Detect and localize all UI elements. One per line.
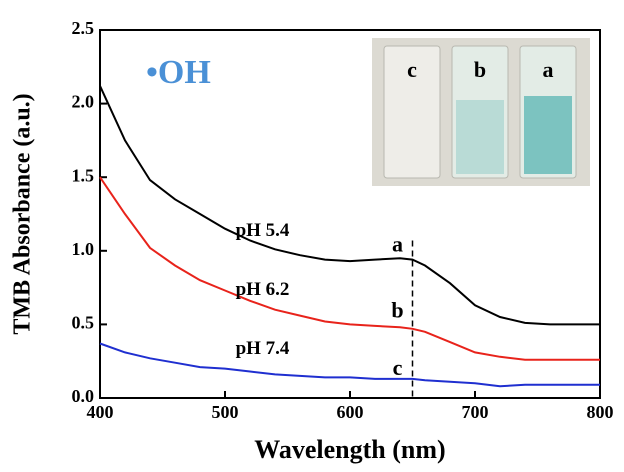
inset-label: c	[407, 57, 417, 82]
series-label: pH 5.4	[236, 220, 290, 241]
line	[99, 85, 600, 326]
inset-photo	[372, 38, 590, 186]
x-tick-label: 700	[462, 402, 489, 422]
y-tick-label: 1.5	[72, 165, 95, 185]
y-tick-label: 2.5	[72, 18, 95, 38]
inset-label: a	[543, 57, 554, 82]
line	[99, 342, 600, 388]
x-tick-label: 600	[337, 402, 364, 422]
curve-label: a	[392, 231, 403, 256]
y-axis-title: TMB Absorbance (a.u.)	[10, 93, 36, 334]
x-tick-label: 400	[87, 402, 114, 422]
curve-label: b	[391, 298, 403, 323]
y-tick-label: 2.0	[72, 92, 95, 112]
y-tick-label: 0.0	[72, 386, 95, 406]
cuvette	[383, 45, 441, 179]
x-axis-title: Wavelength (nm)	[254, 435, 445, 464]
solution	[456, 100, 504, 174]
x-tick-label: 500	[212, 402, 239, 422]
series-label: pH 7.4	[236, 338, 290, 359]
y-tick-label: 1.0	[72, 239, 95, 259]
x-tick-label: 800	[587, 402, 614, 422]
inset-label: b	[474, 57, 486, 82]
series-label: pH 6.2	[236, 279, 290, 300]
line	[99, 176, 600, 361]
y-tick-label: 0.5	[72, 313, 95, 333]
curve-label: c	[393, 355, 403, 380]
solution	[524, 96, 572, 174]
annotation: •OH	[146, 54, 211, 91]
